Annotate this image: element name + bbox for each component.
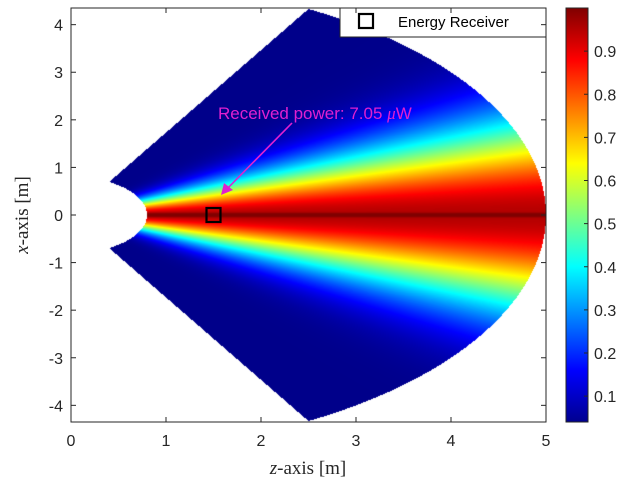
x-tick-label: 2 (257, 433, 266, 450)
colorbar-tick-label: 0.5 (594, 217, 616, 234)
colorbar-tick-label: 0.2 (594, 346, 616, 363)
x-tick-label: 5 (542, 433, 551, 450)
x-tick-label: 4 (447, 433, 456, 450)
heatmap-image (71, 8, 546, 422)
y-axis-ticks: -4 -3 -2 -1 0 1 2 3 4 (49, 18, 546, 415)
x-axis-label: z-axis [m] (269, 458, 347, 479)
annotation-arrowhead (221, 183, 233, 195)
x-tick-label: 1 (162, 433, 171, 450)
y-tick-label: 4 (54, 18, 63, 35)
receiver-marker (205, 206, 222, 224)
x-axis-ticks: 0 1 2 3 4 5 (67, 8, 551, 450)
colorbar-tick-label: 0.9 (594, 44, 616, 61)
colorbar (565, 7, 589, 423)
colorbar-ticks: 0.1 0.2 0.3 0.4 0.5 0.6 0.7 0.8 0.9 (584, 44, 616, 406)
y-tick-label: 2 (54, 113, 63, 130)
colorbar-tick-label: 0.8 (594, 87, 616, 104)
y-tick-label: -1 (49, 256, 63, 273)
legend-marker (357, 12, 375, 30)
y-tick-label: 3 (54, 65, 63, 82)
y-tick-label: -4 (49, 398, 63, 415)
annotation-text: Received power: 7.05 μW (218, 104, 412, 123)
y-tick-label: 0 (54, 208, 63, 225)
colorbar-tick-label: 0.3 (594, 303, 616, 320)
y-tick-label: 1 (54, 160, 63, 177)
y-tick-label: -3 (49, 351, 63, 368)
x-tick-label: 3 (352, 433, 361, 450)
colorbar-tick-label: 0.4 (594, 260, 616, 277)
x-tick-label: 0 (67, 433, 76, 450)
legend: Energy Receiver (339, 7, 547, 38)
y-axis-label: x-axis [m] (12, 176, 33, 255)
colorbar-tick-label: 0.6 (594, 174, 616, 191)
y-tick-label: -2 (49, 303, 63, 320)
colorbar-tick-label: 0.1 (594, 389, 616, 406)
legend-label: Energy Receiver (398, 14, 509, 31)
colorbar-tick-label: 0.7 (594, 130, 616, 147)
annotation-arrow (222, 122, 293, 194)
